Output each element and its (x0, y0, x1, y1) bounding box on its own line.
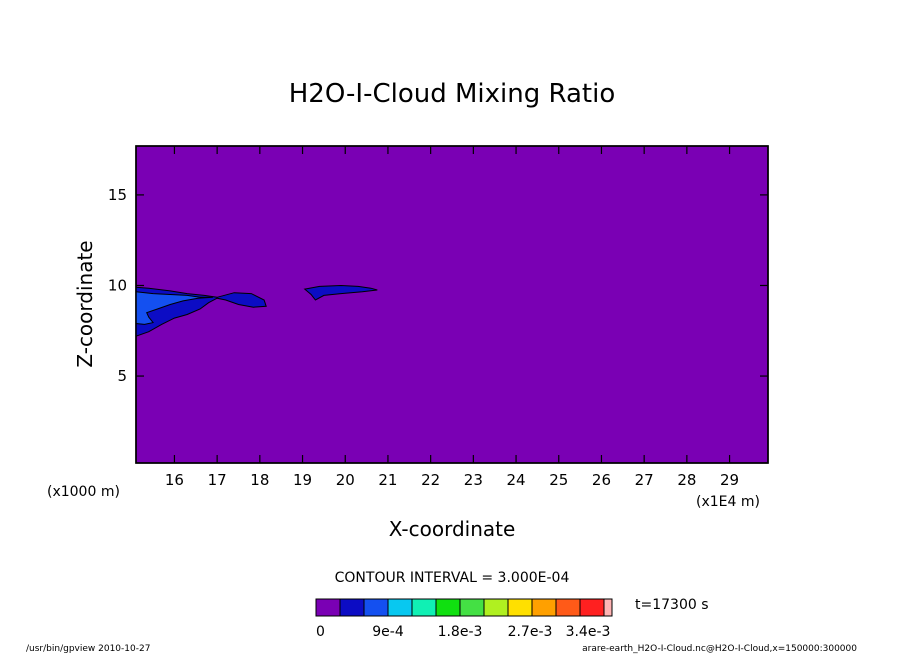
contour-region-2 (303, 284, 378, 301)
plot-area: 16 17 18 19 20 21 22 23 24 25 26 27 28 29 5 10 15 (108, 145, 769, 489)
colorbar-label: 1.8e-3 (438, 624, 483, 640)
colorbar (315, 598, 613, 617)
chart-title: H2O-I-Cloud Mixing Ratio (289, 79, 616, 109)
colorbar-swatch-8 (483, 598, 509, 617)
colorbar-label: 0 (316, 624, 325, 640)
colorbar-swatch-1 (315, 598, 341, 617)
colorbar-label: 2.7e-3 (508, 624, 553, 640)
y-tick-label: 10 (108, 276, 127, 294)
colorbar-swatch-3 (363, 598, 389, 617)
y-axis-label: Z-coordinate (73, 240, 97, 367)
x-tick-label: 21 (378, 471, 397, 489)
colorbar-swatch-13 (603, 598, 613, 617)
x-tick-label: 25 (549, 471, 568, 489)
contour-layer (135, 284, 378, 337)
x-tick-label: 20 (336, 471, 355, 489)
time-text: t=17300 s (635, 597, 709, 613)
plot-frame (135, 145, 769, 464)
plot-background (135, 145, 769, 464)
colorbar-label: 3.4e-3 (566, 624, 611, 640)
colorbar-swatch-10 (531, 598, 557, 617)
x-tick-label: 26 (592, 471, 611, 489)
tick-layer: 16 17 18 19 20 21 22 23 24 25 26 27 28 29 5 10 15 (108, 146, 768, 489)
x-tick-label: 18 (250, 471, 269, 489)
colorbar-label: 9e-4 (372, 624, 404, 640)
x-tick-label: 17 (208, 471, 227, 489)
colorbar-swatch-11 (555, 598, 581, 617)
colorbar-swatch-2 (339, 598, 365, 617)
x-axis-label: X-coordinate (389, 517, 516, 541)
colorbar-swatch-7 (459, 598, 485, 617)
x-tick-label: 28 (677, 471, 696, 489)
colorbar-swatch-12 (579, 598, 605, 617)
x-unit-left: (x1000 m) (47, 484, 120, 500)
x-tick-label: 24 (507, 471, 526, 489)
x-tick-label: 16 (165, 471, 184, 489)
colorbar-labels: 0 9e-4 1.8e-3 2.7e-3 3.4e-3 (316, 624, 610, 640)
colorbar-swatch-9 (507, 598, 533, 617)
footer-left: /usr/bin/gpview 2010-10-27 (26, 644, 150, 654)
contour-interval-text: CONTOUR INTERVAL = 3.000E-04 (335, 570, 570, 586)
x-unit-right: (x1E4 m) (696, 494, 760, 510)
contour-region-3 (135, 291, 213, 325)
colorbar-swatch-4 (387, 598, 413, 617)
y-tick-label: 15 (108, 186, 127, 204)
x-tick-label: 23 (464, 471, 483, 489)
x-tick-label: 27 (635, 471, 654, 489)
x-tick-label: 22 (421, 471, 440, 489)
x-tick-label: 19 (293, 471, 312, 489)
y-tick-label: 5 (117, 367, 127, 385)
colorbar-swatch-6 (435, 598, 461, 617)
footer-right: arare-earth_H2O-I-Cloud.nc@H2O-I-Cloud,x… (582, 644, 857, 654)
colorbar-swatch-5 (411, 598, 437, 617)
x-tick-label: 29 (720, 471, 739, 489)
